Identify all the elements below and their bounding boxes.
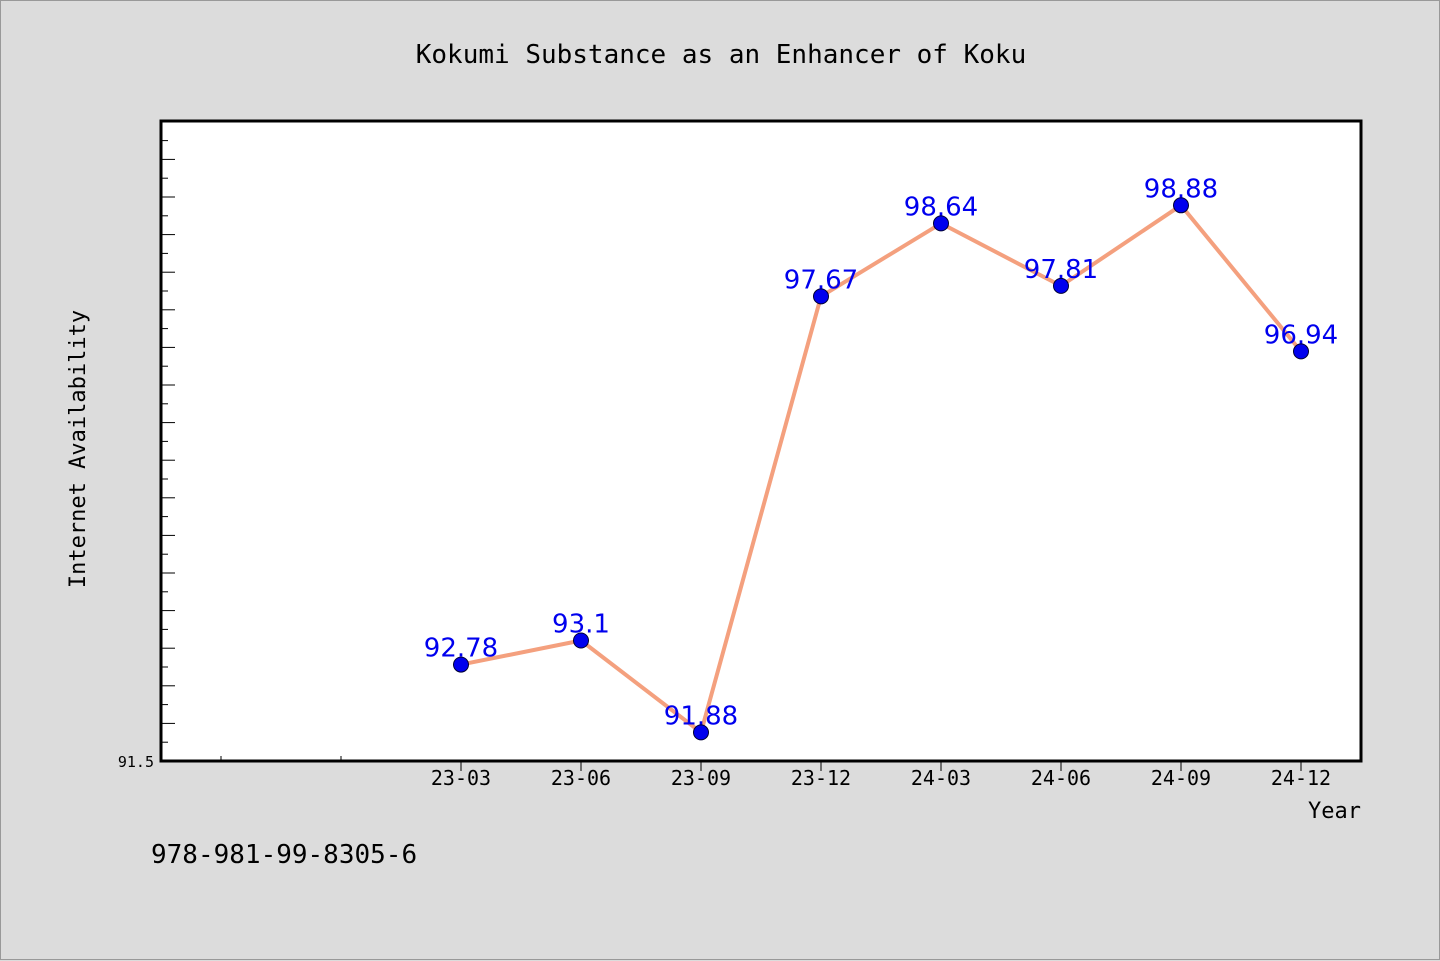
data-label: 96.94: [1264, 320, 1338, 350]
data-point: [1293, 343, 1309, 360]
y-axis-ticks: [161, 121, 175, 762]
x-tick-label: 23-12: [791, 766, 851, 790]
data-point: [453, 656, 469, 673]
data-label: 98.88: [1144, 174, 1218, 204]
data-point: [573, 632, 589, 649]
series-line: [460, 203, 1303, 735]
x-axis-label: Year: [1308, 799, 1361, 824]
x-tick-label: 24-03: [911, 766, 971, 790]
x-tick-label: 24-12: [1271, 766, 1331, 790]
data-point: [933, 215, 949, 232]
data-point: [1053, 277, 1069, 294]
data-label: 92.78: [424, 634, 498, 664]
data-markers: [453, 197, 1309, 741]
data-label: 91.88: [664, 701, 738, 731]
x-tick-label: 23-03: [431, 766, 491, 790]
plot-area: [159, 119, 1363, 763]
data-labels: 92.78 93.1 91.88 97.67 98.64 97.81 98.88 96.94: [424, 174, 1338, 731]
x-tick-labels: 23-03 23-06 23-09 23-12 24-03 24-06 24-09 24-12: [431, 766, 1331, 790]
data-label: 98.64: [904, 192, 978, 222]
x-tick-label: 24-06: [1031, 766, 1091, 790]
data-point: [693, 724, 709, 741]
x-minor-ticks: [220, 756, 342, 761]
y-axis-label: Internet Availability: [66, 310, 91, 588]
data-point: [813, 288, 829, 305]
y-tick-label: 91.5: [118, 753, 154, 771]
x-tick-label: 24-09: [1151, 766, 1211, 790]
chart-title: Kokumi Substance as an Enhancer of Koku: [416, 40, 1026, 70]
data-label: 93.1: [552, 610, 610, 640]
footer-isbn: 978-981-99-8305-6: [151, 840, 417, 870]
data-point: [1173, 197, 1189, 214]
x-tick-label: 23-09: [671, 766, 731, 790]
x-axis-ticks: [460, 761, 1302, 771]
data-label: 97.67: [784, 265, 858, 295]
x-tick-label: 23-06: [551, 766, 611, 790]
data-label: 97.81: [1024, 255, 1098, 285]
